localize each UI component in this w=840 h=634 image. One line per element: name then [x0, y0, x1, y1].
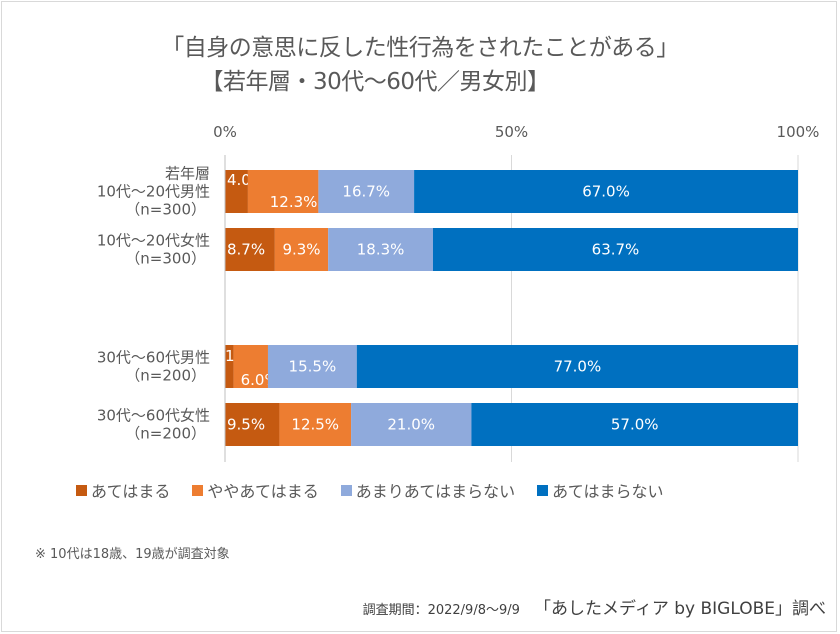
category-label: （n=200） — [125, 425, 206, 443]
bar-segment — [318, 170, 415, 213]
data-label: 67.0% — [582, 183, 630, 201]
bar-segment — [432, 228, 798, 271]
bar-segment — [414, 170, 798, 213]
legend-item: あてはまらない — [537, 478, 664, 502]
data-label: 12.3% — [270, 193, 318, 211]
legend-swatch — [537, 484, 549, 496]
x-tick-label: 50% — [495, 123, 528, 141]
bar-segment — [279, 403, 352, 446]
bar-segment — [351, 403, 472, 446]
bar-segment — [233, 345, 268, 388]
legend-swatch — [340, 484, 352, 496]
chart-title-line2: 【若年層・30代～60代／男女別】 — [200, 69, 550, 95]
legend: あてはまる ややあてはまる あまりあてはまらない あてはまらない — [76, 478, 686, 502]
bar-segment — [328, 228, 433, 271]
legend-label: ややあてはまる — [207, 482, 319, 501]
legend-swatch — [76, 484, 87, 496]
data-label: 63.7% — [592, 241, 640, 259]
data-label: 15.5% — [289, 358, 337, 376]
legend-swatch — [192, 484, 204, 496]
footer: 調査期間：2022/9/8～9/9 「あしたメディア by BIGLOBE」調べ — [363, 594, 826, 619]
category-label: 30代～60代女性 — [97, 407, 210, 425]
bar-segment — [267, 345, 357, 388]
bar-segment — [225, 403, 280, 446]
data-label: 77.0% — [554, 358, 602, 376]
category-label: （n=200） — [125, 367, 206, 385]
data-label: 9.3% — [282, 241, 320, 259]
category-label: 10代～20代女性 — [97, 232, 210, 250]
bar-segment — [225, 228, 275, 271]
data-label: 18.3% — [357, 241, 405, 259]
bar-segment — [225, 345, 234, 388]
data-label: 8.7% — [227, 241, 265, 259]
bar-segment — [274, 228, 329, 271]
source-credit: 「あしたメディア by BIGLOBE」調べ — [534, 599, 826, 619]
category-label: 10代～20代男性 — [97, 183, 210, 201]
bar-segment — [247, 170, 319, 213]
data-label: 21.0% — [387, 416, 435, 434]
data-label: 57.0% — [611, 416, 659, 434]
data-label: 16.7% — [342, 183, 390, 201]
category-label: 30代～60代男性 — [97, 349, 210, 367]
x-tick-label: 100% — [777, 123, 820, 141]
legend-item: ややあてはまる — [192, 478, 319, 502]
legend-label: あまりあてはまらない — [355, 482, 516, 501]
bar-segment — [471, 403, 798, 446]
footnote: ※ 10代は18歳、19歳が調査対象 — [35, 547, 230, 562]
survey-period: 調査期間：2022/9/8～9/9 — [362, 603, 520, 618]
legend-item: あまりあてはまらない — [340, 478, 516, 502]
bar-segment — [225, 170, 248, 213]
data-label: 12.5% — [291, 416, 339, 434]
category-label: 若年層 — [165, 165, 210, 183]
chart-title-line1: 「自身の意思に反した性行為をされたことがある」 — [161, 35, 679, 61]
data-label: 9.5% — [227, 416, 265, 434]
bar-segment — [356, 345, 798, 388]
legend-label: あてはまる — [91, 482, 171, 501]
category-label: （n=300） — [125, 250, 206, 268]
legend-label: あてはまらない — [552, 482, 664, 501]
x-tick-label: 0% — [213, 123, 237, 141]
legend-item: あてはまる — [76, 478, 170, 502]
category-label: （n=300） — [125, 201, 206, 219]
